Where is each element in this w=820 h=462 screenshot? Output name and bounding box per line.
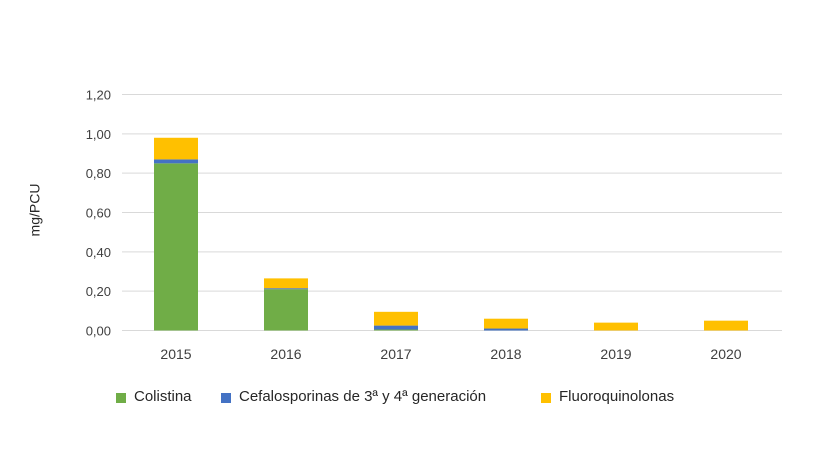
bar-segment	[374, 329, 418, 331]
bar-segment	[594, 322, 638, 331]
y-tick-label: 0,60	[86, 206, 111, 221]
bar-segment	[154, 159, 198, 164]
y-tick-label: 0,80	[86, 166, 111, 181]
x-tick-label: 2017	[380, 346, 411, 362]
bar-segment	[264, 278, 308, 289]
bar-segment	[264, 289, 308, 331]
legend-swatch	[116, 393, 126, 403]
legend-label: Fluoroquinolonas	[559, 388, 675, 405]
bar-segment	[154, 163, 198, 331]
legend: Colistina Cefalosporinas de 3ª y 4ª gene…	[0, 388, 820, 412]
legend-item-fluoroquinolonas: Fluoroquinolonas	[541, 388, 674, 405]
x-axis-ticks: 2015 2016 2017 2018 2019 2020	[160, 346, 741, 362]
x-tick-label: 2020	[710, 346, 741, 362]
x-tick-label: 2018	[490, 346, 521, 362]
y-axis-ticks: 0,00 0,20 0,40 0,60 0,80 1,00 1,20	[86, 88, 111, 339]
y-tick-label: 0,00	[86, 324, 111, 339]
x-tick-label: 2015	[160, 346, 191, 362]
legend-swatch	[221, 393, 231, 403]
y-axis-label: mg/PCU	[26, 183, 43, 237]
y-tick-label: 1,00	[86, 127, 111, 142]
bar-segment	[704, 320, 748, 331]
y-tick-label: 1,20	[86, 88, 111, 103]
bar-segment	[374, 325, 418, 330]
y-tick-label: 0,20	[86, 284, 111, 299]
bar-segment	[484, 318, 528, 329]
legend-item-cefalosporinas: Cefalosporinas de 3ª y 4ª generación	[221, 388, 486, 405]
bar-segment	[374, 311, 418, 326]
legend-item-colistina: Colistina	[116, 388, 192, 405]
x-tick-label: 2016	[270, 346, 301, 362]
bar-segment	[264, 288, 308, 290]
legend-label: Cefalosporinas de 3ª y 4ª generación	[239, 388, 487, 405]
bar-segment	[154, 137, 198, 160]
bar-segment	[484, 328, 528, 331]
bars	[154, 137, 748, 331]
legend-swatch	[541, 393, 551, 403]
x-tick-label: 2019	[600, 346, 631, 362]
y-tick-label: 0,40	[86, 245, 111, 260]
legend-label: Colistina	[134, 388, 192, 405]
gridlines	[122, 94, 782, 331]
